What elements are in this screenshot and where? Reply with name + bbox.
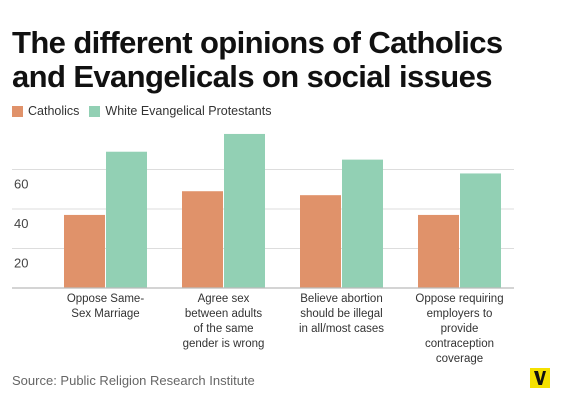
source-note: Source: Public Religion Research Institu…	[12, 373, 255, 388]
bar-evangelicals	[342, 159, 383, 288]
legend-item-catholics: Catholics	[12, 104, 79, 118]
bar-catholics	[182, 191, 223, 288]
vox-logo-icon	[530, 368, 550, 388]
category-label: Oppose Same-Sex Marriage	[67, 293, 145, 320]
bar-evangelicals	[224, 133, 265, 288]
legend-item-evangelicals: White Evangelical Protestants	[89, 104, 271, 118]
bar-catholics	[64, 214, 105, 288]
bar-evangelicals	[460, 173, 501, 288]
category-label: Agree sex between adults of the same gender…	[183, 293, 265, 350]
legend: Catholics White Evangelical Protestants	[12, 104, 281, 118]
y-tick-label: 20	[14, 256, 28, 271]
y-tick-label: 60	[14, 177, 28, 192]
bar-evangelicals	[106, 151, 147, 288]
legend-swatch-evangelicals	[89, 105, 101, 117]
category-label: Oppose requiring employers to provide contr…	[415, 293, 503, 365]
y-tick-label: 40	[14, 216, 28, 231]
category-label: Believe abortion should be illegal in all/…	[299, 293, 384, 335]
legend-swatch-catholics	[12, 105, 23, 117]
bar-catholics	[300, 195, 341, 288]
chart-title: The different opinions of Catholics and …	[12, 25, 503, 94]
bar-catholics	[418, 214, 459, 288]
legend-label-evangelicals: White Evangelical Protestants	[105, 104, 272, 118]
legend-label-catholics: Catholics	[28, 104, 80, 118]
vox-logo-glyph	[534, 371, 546, 385]
